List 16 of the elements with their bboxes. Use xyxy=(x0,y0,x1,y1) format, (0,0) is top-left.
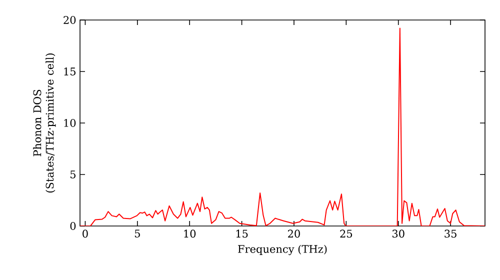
line-series xyxy=(80,28,485,226)
x-tick-label: 0 xyxy=(82,230,88,238)
x-axis-title: Frequency (THz) xyxy=(238,244,327,256)
x-tick-label: 20 xyxy=(288,230,300,238)
x-tick-label: 5 xyxy=(134,230,140,238)
y-tick-label: 5 xyxy=(70,170,76,178)
y-tick-label: 0 xyxy=(70,222,76,230)
x-tick-label: 35 xyxy=(444,230,456,238)
x-tick-label: 10 xyxy=(184,230,196,238)
y-tick-label: 20 xyxy=(64,16,76,24)
x-tick-label: 25 xyxy=(340,230,352,238)
y-axis-title: Phonon DOS (States/THz·primitive cell) xyxy=(33,53,56,193)
y-tick-label: 10 xyxy=(64,119,76,127)
y-tick-label: 15 xyxy=(64,68,76,76)
x-tick-label: 15 xyxy=(236,230,248,238)
x-tick-label: 30 xyxy=(392,230,404,238)
